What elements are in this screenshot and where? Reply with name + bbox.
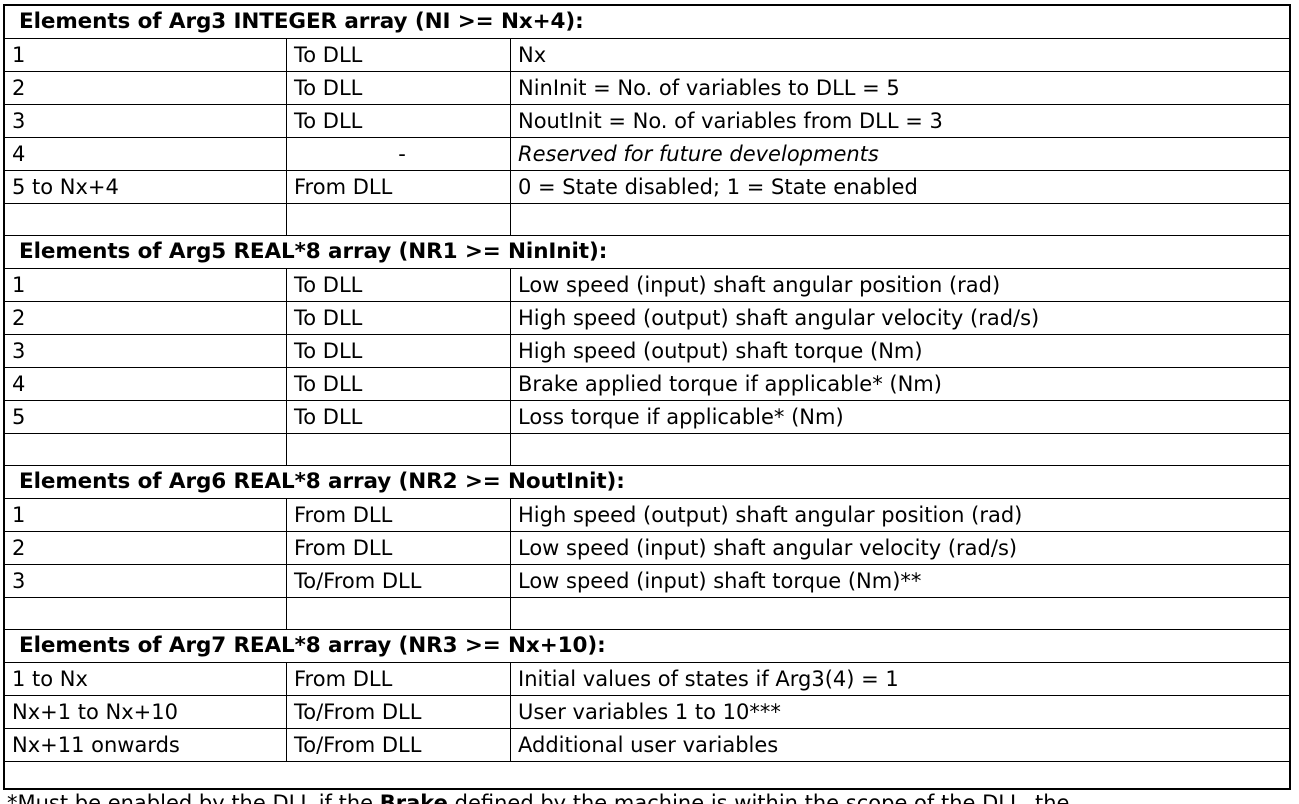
- table-row: 1 To DLL Low speed (input) shaft angular…: [4, 268, 1292, 302]
- footnote-prefix: *Must be enabled by the DLL if the: [7, 791, 380, 804]
- spacer-cell: [286, 203, 511, 236]
- element-index: 5 to Nx+4: [4, 170, 287, 204]
- element-description: NoutInit = No. of variables from DLL = 3: [509, 104, 1292, 138]
- table-row: 2 To DLL High speed (output) shaft angul…: [4, 301, 1292, 335]
- element-direction: -: [286, 137, 511, 171]
- element-index: 1: [4, 498, 287, 532]
- table-row: Nx+11 onwards To/From DLL Additional use…: [4, 728, 1292, 762]
- table-row: 1 To DLL Nx: [4, 38, 1292, 72]
- element-description: Reserved for future developments: [509, 137, 1292, 171]
- spacer-cell: [509, 597, 1292, 630]
- element-direction: From DLL: [286, 662, 511, 696]
- spacer-row: [4, 203, 1292, 236]
- element-description: User variables 1 to 10***: [509, 695, 1292, 729]
- spacer-row: [4, 433, 1292, 466]
- element-description: Additional user variables: [509, 728, 1292, 762]
- table-row: 5 to Nx+4 From DLL 0 = State disabled; 1…: [4, 170, 1292, 204]
- section-header-label: Elements of Arg7 REAL*8 array (NR3 >= Nx…: [3, 629, 1292, 663]
- spacer-cell: [4, 597, 287, 630]
- element-index: 4: [4, 367, 287, 401]
- dll-argument-arrays-table: Elements of Arg3 INTEGER array (NI >= Nx…: [3, 5, 1292, 762]
- element-index: 4: [4, 137, 287, 171]
- spacer-cell: [509, 203, 1292, 236]
- element-description: NinInit = No. of variables to DLL = 5: [509, 71, 1292, 105]
- element-index: 2: [4, 531, 287, 565]
- element-description: Initial values of states if Arg3(4) = 1: [509, 662, 1292, 696]
- element-description: Low speed (input) shaft torque (Nm)**: [509, 564, 1292, 598]
- section-header-label: Elements of Arg3 INTEGER array (NI >= Nx…: [3, 5, 1292, 39]
- element-direction: To DLL: [286, 71, 511, 105]
- element-direction: To DLL: [286, 268, 511, 302]
- table-row: Nx+1 to Nx+10 To/From DLL User variables…: [4, 695, 1292, 729]
- element-description: Loss torque if applicable* (Nm): [509, 400, 1292, 434]
- section-header-label: Elements of Arg5 REAL*8 array (NR1 >= Ni…: [3, 235, 1292, 269]
- element-direction: To DLL: [286, 367, 511, 401]
- element-description: Nx: [509, 38, 1292, 72]
- table-row: 3 To DLL High speed (output) shaft torqu…: [4, 334, 1292, 368]
- element-direction: From DLL: [286, 170, 511, 204]
- element-direction: To/From DLL: [286, 695, 511, 729]
- element-direction: To/From DLL: [286, 564, 511, 598]
- spacer-cell: [509, 433, 1292, 466]
- table-row: 1 From DLL High speed (output) shaft ang…: [4, 498, 1292, 532]
- table-row: 2 To DLL NinInit = No. of variables to D…: [4, 71, 1292, 105]
- section-header-row-arg3: Elements of Arg3 INTEGER array (NI >= Nx…: [3, 5, 1292, 39]
- element-description: 0 = State disabled; 1 = State enabled: [509, 170, 1292, 204]
- section-header-row-arg7: Elements of Arg7 REAL*8 array (NR3 >= Nx…: [3, 629, 1292, 663]
- table-row: 1 to Nx From DLL Initial values of state…: [4, 662, 1292, 696]
- table-row: 2 From DLL Low speed (input) shaft angul…: [4, 531, 1292, 565]
- table-row: 5 To DLL Loss torque if applicable* (Nm): [4, 400, 1292, 434]
- element-direction: To DLL: [286, 334, 511, 368]
- element-direction: To/From DLL: [286, 728, 511, 762]
- element-description: High speed (output) shaft angular positi…: [509, 498, 1292, 532]
- element-index: Nx+11 onwards: [4, 728, 287, 762]
- element-description: High speed (output) shaft angular veloci…: [509, 301, 1292, 335]
- element-direction: To DLL: [286, 400, 511, 434]
- element-index: 5: [4, 400, 287, 434]
- element-direction: To DLL: [286, 301, 511, 335]
- table-row: 4 - Reserved for future developments: [4, 137, 1292, 171]
- table-row: 3 To DLL NoutInit = No. of variables fro…: [4, 104, 1292, 138]
- element-direction: From DLL: [286, 498, 511, 532]
- element-index: 3: [4, 564, 287, 598]
- element-direction: From DLL: [286, 531, 511, 565]
- element-index: 1: [4, 268, 287, 302]
- section-header-label: Elements of Arg6 REAL*8 array (NR2 >= No…: [3, 465, 1292, 499]
- spacer-cell: [4, 203, 287, 236]
- element-direction: To DLL: [286, 38, 511, 72]
- element-description: Low speed (input) shaft angular position…: [509, 268, 1292, 302]
- spacer-row: [4, 597, 1292, 630]
- section-header-row-arg5: Elements of Arg5 REAL*8 array (NR1 >= Ni…: [3, 235, 1292, 269]
- section-header-row-arg6: Elements of Arg6 REAL*8 array (NR2 >= No…: [3, 465, 1292, 499]
- element-index: 1 to Nx: [4, 662, 287, 696]
- footnote-bold-term: Brake: [379, 791, 448, 804]
- footnote-suffix: defined by the machine is within the sco…: [447, 791, 1070, 804]
- spacer-cell: [286, 597, 511, 630]
- element-direction: To DLL: [286, 104, 511, 138]
- element-index: 2: [4, 301, 287, 335]
- footnote-text: *Must be enabled by the DLL if the Brake…: [7, 791, 1297, 804]
- element-description: High speed (output) shaft torque (Nm): [509, 334, 1292, 368]
- table-row: 4 To DLL Brake applied torque if applica…: [4, 367, 1292, 401]
- table-body: Elements of Arg3 INTEGER array (NI >= Nx…: [3, 5, 1292, 762]
- element-index: 3: [4, 334, 287, 368]
- spacer-cell: [4, 433, 287, 466]
- element-description: Low speed (input) shaft angular velocity…: [509, 531, 1292, 565]
- element-index: 1: [4, 38, 287, 72]
- element-index: 3: [4, 104, 287, 138]
- element-index: 2: [4, 71, 287, 105]
- element-index: Nx+1 to Nx+10: [4, 695, 287, 729]
- element-description: Brake applied torque if applicable* (Nm): [509, 367, 1292, 401]
- table-row: 3 To/From DLL Low speed (input) shaft to…: [4, 564, 1292, 598]
- spacer-cell: [286, 433, 511, 466]
